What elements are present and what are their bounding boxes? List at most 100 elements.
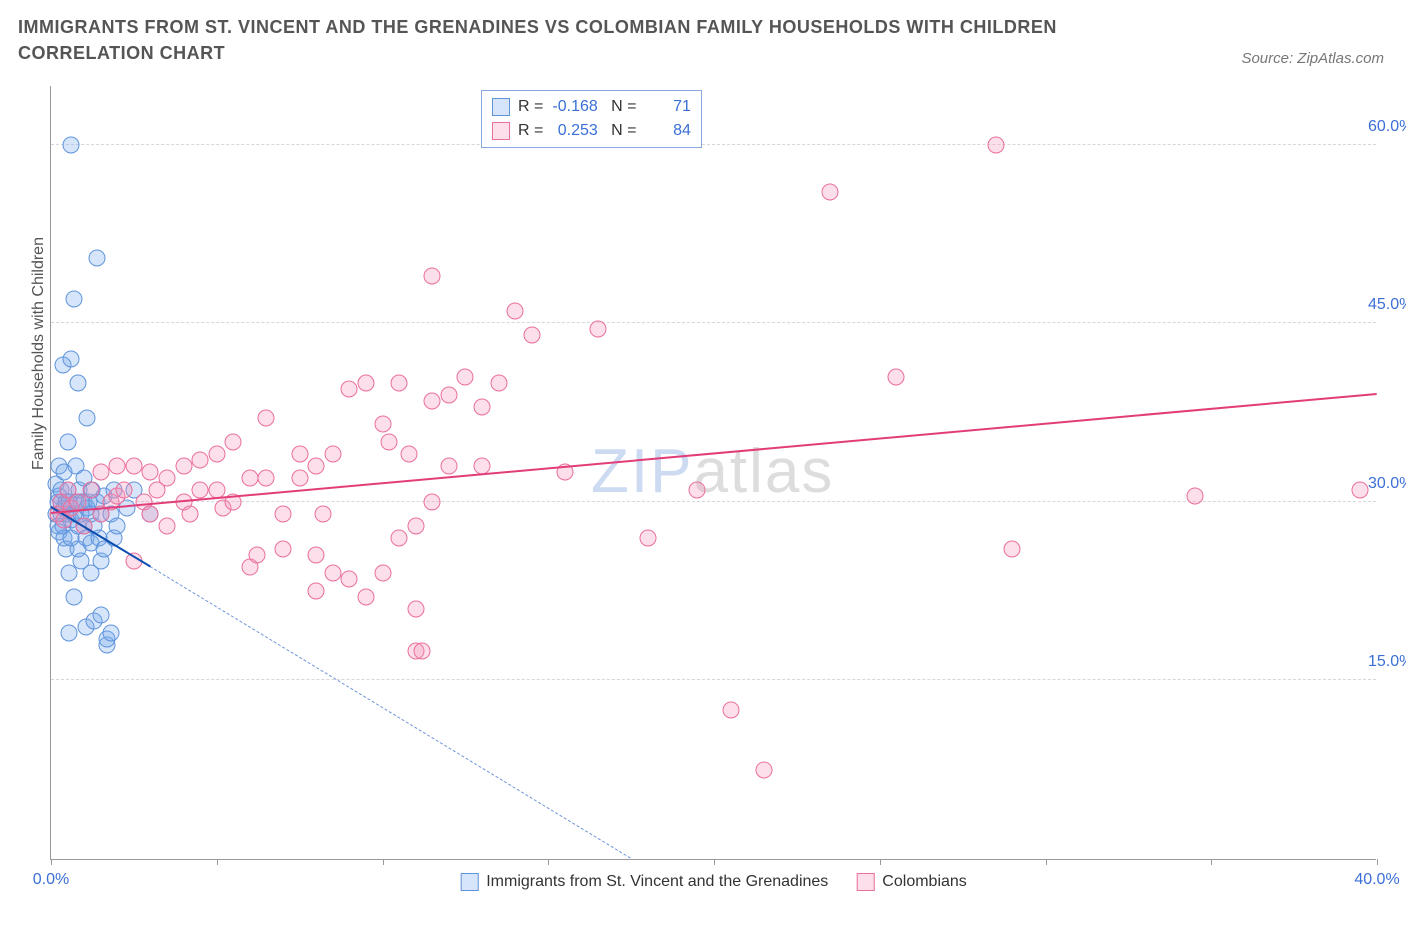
data-point <box>142 464 159 481</box>
data-point <box>440 386 457 403</box>
data-point <box>159 469 176 486</box>
data-point <box>62 350 79 367</box>
x-tick <box>714 859 715 865</box>
data-point <box>248 547 265 564</box>
y-tick-label: 60.0% <box>1368 118 1406 136</box>
data-point <box>125 458 142 475</box>
data-point <box>374 565 391 582</box>
y-tick-label: 30.0% <box>1368 475 1406 493</box>
x-tick <box>217 859 218 865</box>
legend-stats: R = -0.168 N = 71 <box>518 95 691 119</box>
data-point <box>115 481 132 498</box>
data-point <box>69 493 86 510</box>
data-point <box>192 452 209 469</box>
data-point <box>374 416 391 433</box>
data-point <box>175 458 192 475</box>
data-point <box>192 481 209 498</box>
legend-label: Immigrants from St. Vincent and the Gren… <box>486 873 828 891</box>
legend-swatch <box>460 873 478 891</box>
data-point <box>324 565 341 582</box>
gridline <box>51 144 1376 145</box>
data-point <box>490 374 507 391</box>
data-point <box>357 374 374 391</box>
data-point <box>391 529 408 546</box>
data-point <box>275 541 292 558</box>
data-point <box>689 481 706 498</box>
data-point <box>291 446 308 463</box>
legend-series: Immigrants from St. Vincent and the Gren… <box>460 873 967 891</box>
trend-line <box>51 393 1377 514</box>
x-tick-label: 0.0% <box>33 871 69 889</box>
data-point <box>407 517 424 534</box>
legend-row: R = -0.168 N = 71 <box>492 95 691 119</box>
legend-swatch <box>856 873 874 891</box>
data-point <box>66 291 83 308</box>
data-point <box>308 458 325 475</box>
data-point <box>66 589 83 606</box>
chart-title: IMMIGRANTS FROM ST. VINCENT AND THE GREN… <box>18 14 1118 66</box>
data-point <box>440 458 457 475</box>
data-point <box>401 446 418 463</box>
data-point <box>722 702 739 719</box>
x-tick <box>880 859 881 865</box>
data-point <box>61 624 78 641</box>
gridline <box>51 322 1376 323</box>
data-point <box>1004 541 1021 558</box>
data-point <box>391 374 408 391</box>
y-axis-label: Family Households with Children <box>30 237 48 470</box>
data-point <box>92 606 109 623</box>
data-point <box>424 267 441 284</box>
legend-label: Colombians <box>882 873 966 891</box>
x-tick <box>383 859 384 865</box>
data-point <box>888 368 905 385</box>
data-point <box>341 380 358 397</box>
data-point <box>142 505 159 522</box>
data-point <box>59 434 76 451</box>
data-point <box>79 410 96 427</box>
y-tick-label: 45.0% <box>1368 296 1406 314</box>
data-point <box>1186 487 1203 504</box>
data-point <box>258 410 275 427</box>
data-point <box>208 446 225 463</box>
plot-area: ZIPatlas 15.0%30.0%45.0%60.0%0.0%40.0%R … <box>50 86 1376 860</box>
data-point <box>291 469 308 486</box>
data-point <box>308 583 325 600</box>
data-point <box>424 392 441 409</box>
legend-row: R = 0.253 N = 84 <box>492 119 691 143</box>
data-point <box>424 493 441 510</box>
data-point <box>62 136 79 153</box>
data-point <box>109 517 126 534</box>
source-label: Source: ZipAtlas.com <box>1241 50 1384 67</box>
data-point <box>473 398 490 415</box>
data-point <box>381 434 398 451</box>
gridline <box>51 679 1376 680</box>
legend-stats: R = 0.253 N = 84 <box>518 119 691 143</box>
gridline <box>51 501 1376 502</box>
data-point <box>1352 481 1369 498</box>
data-point <box>341 571 358 588</box>
data-point <box>275 505 292 522</box>
x-tick-label: 40.0% <box>1354 871 1399 889</box>
data-point <box>308 547 325 564</box>
legend-item: Colombians <box>856 873 966 891</box>
legend-correlation: R = -0.168 N = 71R = 0.253 N = 84 <box>481 90 702 148</box>
data-point <box>102 624 119 641</box>
data-point <box>457 368 474 385</box>
data-point <box>407 600 424 617</box>
x-tick <box>1211 859 1212 865</box>
data-point <box>589 321 606 338</box>
data-point <box>258 469 275 486</box>
data-point <box>82 481 99 498</box>
data-point <box>314 505 331 522</box>
data-point <box>357 589 374 606</box>
x-tick <box>51 859 52 865</box>
data-point <box>92 464 109 481</box>
legend-item: Immigrants from St. Vincent and the Gren… <box>460 873 828 891</box>
data-point <box>414 642 431 659</box>
trend-line <box>150 566 631 859</box>
data-point <box>523 327 540 344</box>
data-point <box>507 303 524 320</box>
data-point <box>755 761 772 778</box>
y-tick-label: 15.0% <box>1368 653 1406 671</box>
data-point <box>109 458 126 475</box>
